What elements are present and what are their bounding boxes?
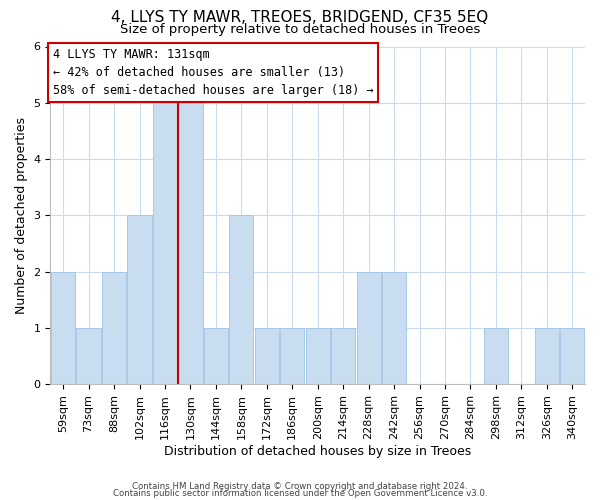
- Bar: [229, 216, 253, 384]
- Bar: [280, 328, 304, 384]
- Text: Contains public sector information licensed under the Open Government Licence v3: Contains public sector information licen…: [113, 490, 487, 498]
- Text: Contains HM Land Registry data © Crown copyright and database right 2024.: Contains HM Land Registry data © Crown c…: [132, 482, 468, 491]
- Bar: [153, 103, 177, 384]
- Bar: [305, 328, 330, 384]
- Bar: [76, 328, 101, 384]
- Text: 4, LLYS TY MAWR, TREOES, BRIDGEND, CF35 5EQ: 4, LLYS TY MAWR, TREOES, BRIDGEND, CF35 …: [112, 10, 488, 25]
- Bar: [178, 103, 203, 384]
- Bar: [484, 328, 508, 384]
- Y-axis label: Number of detached properties: Number of detached properties: [15, 117, 28, 314]
- Bar: [127, 216, 152, 384]
- Bar: [51, 272, 75, 384]
- Text: 4 LLYS TY MAWR: 131sqm
← 42% of detached houses are smaller (13)
58% of semi-det: 4 LLYS TY MAWR: 131sqm ← 42% of detached…: [53, 48, 374, 97]
- Bar: [382, 272, 406, 384]
- X-axis label: Distribution of detached houses by size in Treoes: Distribution of detached houses by size …: [164, 444, 472, 458]
- Bar: [254, 328, 279, 384]
- Bar: [204, 328, 228, 384]
- Bar: [356, 272, 381, 384]
- Bar: [560, 328, 584, 384]
- Bar: [535, 328, 559, 384]
- Bar: [331, 328, 355, 384]
- Text: Size of property relative to detached houses in Treoes: Size of property relative to detached ho…: [120, 22, 480, 36]
- Bar: [102, 272, 126, 384]
